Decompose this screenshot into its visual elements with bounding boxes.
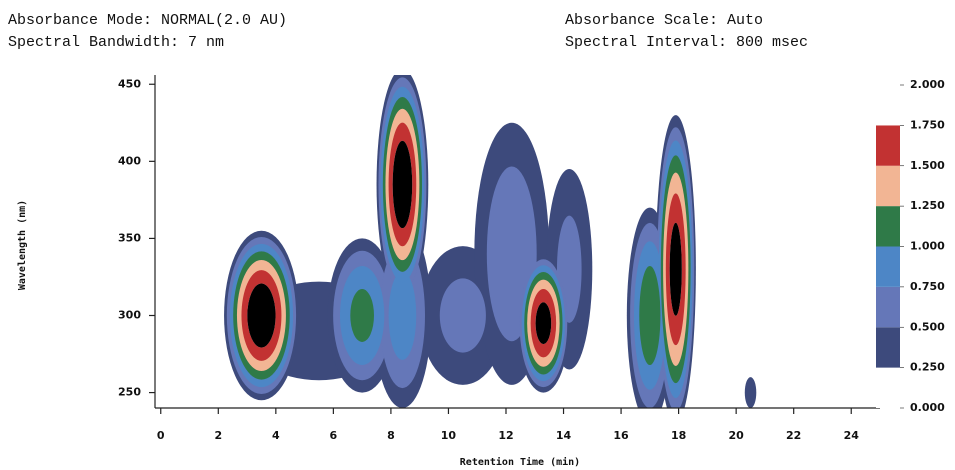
colorbar-band	[876, 327, 900, 368]
colorbar-band	[876, 367, 900, 408]
x-axis-label: Retention Time (min)	[460, 456, 580, 468]
x-tick-label: 14	[556, 429, 572, 442]
y-tick-label: 400	[118, 154, 141, 167]
colorbar-label: 0.250	[910, 361, 945, 374]
colorbar-band	[876, 85, 900, 126]
x-tick-label: 18	[671, 429, 686, 442]
x-tick-label: 6	[330, 429, 338, 442]
contour-level	[388, 271, 417, 360]
x-tick-label: 22	[786, 429, 801, 442]
colorbar-label: 1.250	[910, 199, 945, 212]
colorbar-band	[876, 286, 900, 328]
contour-level	[669, 222, 682, 316]
y-tick-label: 300	[118, 309, 141, 322]
y-tick-label: 250	[118, 386, 141, 399]
colorbar-label: 0.500	[910, 320, 945, 333]
contour-level	[535, 302, 552, 345]
x-tick-label: 24	[844, 429, 860, 442]
colorbar-label: 2.000	[910, 78, 945, 91]
x-tick-label: 12	[498, 429, 513, 442]
colorbar-label: 1.500	[910, 159, 945, 172]
colorbar-label: 0.750	[910, 280, 945, 293]
x-tick-label: 8	[387, 429, 395, 442]
y-tick-label: 350	[118, 231, 141, 244]
contour-level	[439, 278, 486, 353]
y-axis-label: Wavelength (nm)	[17, 200, 28, 290]
x-tick-label: 20	[728, 429, 744, 442]
contour-level	[392, 140, 413, 229]
plot-area	[224, 75, 757, 408]
colorbar-label: 1.750	[910, 118, 945, 131]
contour-level	[247, 283, 276, 348]
header-text: Absorbance Scale: Auto	[565, 12, 763, 29]
header-text: Spectral Interval: 800 msec	[565, 34, 808, 51]
colorbar-band	[876, 125, 900, 166]
colorbar-band	[876, 206, 900, 247]
x-tick-label: 10	[441, 429, 457, 442]
contour-level	[744, 377, 757, 408]
y-tick-label: 450	[118, 77, 141, 90]
header-text: Absorbance Mode: NORMAL(2.0 AU)	[8, 12, 287, 29]
x-tick-label: 4	[272, 429, 280, 442]
x-tick-label: 16	[613, 429, 629, 442]
x-tick-label: 2	[214, 429, 222, 442]
colorbar-label: 0.000	[910, 401, 945, 414]
colorbar-band	[876, 165, 900, 207]
colorbar-label: 1.000	[910, 240, 945, 253]
colorbar-band	[876, 246, 900, 287]
x-tick-label: 0	[157, 429, 165, 442]
contour-level	[639, 265, 661, 366]
header-text: Spectral Bandwidth: 7 nm	[8, 34, 224, 51]
contour-level	[350, 289, 374, 342]
